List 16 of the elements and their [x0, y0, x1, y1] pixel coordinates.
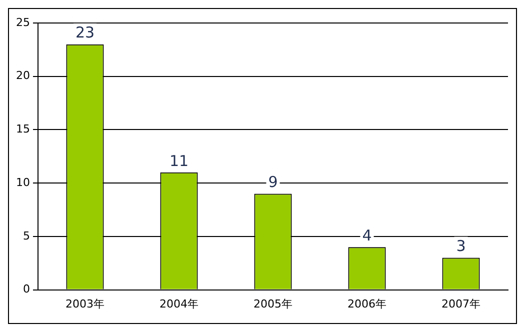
- x-tick-label: 2007年: [442, 297, 480, 310]
- y-tick-label: 20: [16, 69, 30, 82]
- x-tick-label: 2003年: [65, 297, 104, 310]
- data-label: 3: [456, 237, 466, 256]
- y-tick-label: 5: [22, 229, 30, 242]
- data-label: 23: [75, 24, 95, 42]
- y-tick-label: 25: [16, 16, 30, 29]
- data-label: 11: [169, 152, 189, 170]
- y-tick-label: 15: [16, 122, 30, 136]
- y-tick-label: 10: [16, 176, 30, 189]
- y-tick-label: 0: [22, 282, 30, 296]
- x-tick-label: 2005年: [254, 297, 292, 310]
- data-label: 4: [362, 226, 372, 245]
- x-tick-label: 2006年: [348, 297, 386, 310]
- data-label: 9: [268, 173, 278, 192]
- x-tick-label: 2004年: [160, 297, 198, 310]
